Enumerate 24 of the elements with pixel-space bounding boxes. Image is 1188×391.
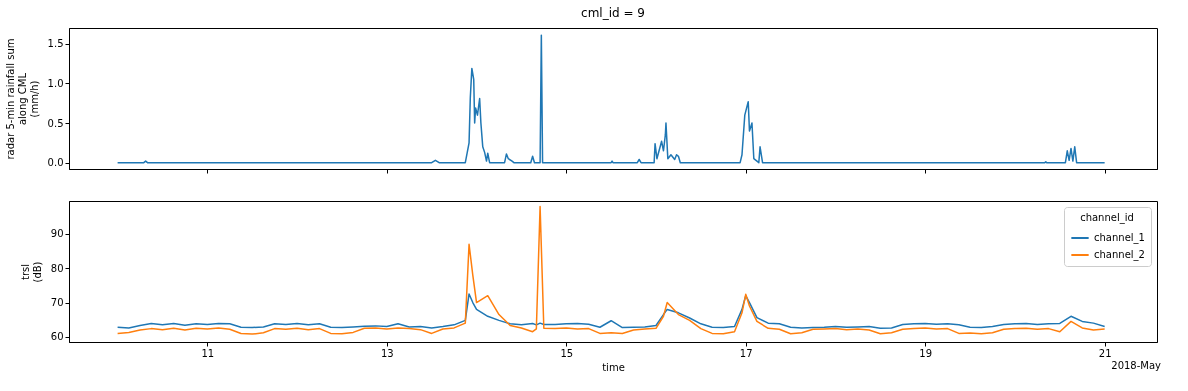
y-tick-label: 90 [50,228,64,240]
y-tick-label: 60 [50,331,64,343]
x-tick-label: 17 [739,347,753,359]
y-tick-label: 0.0 [47,157,64,169]
y-tick-label: 70 [50,297,64,309]
chart-title: cml_id = 9 [581,6,645,20]
text: 2018-May [1111,360,1162,371]
legend-label: channel_1 [1094,232,1145,244]
x-tick-label: 13 [380,347,394,359]
y-tick-label: 1.5 [47,38,64,50]
legend-title: channel_id [1080,212,1134,224]
line-series [116,293,1106,330]
x-tick-label: 11 [201,347,215,359]
x-tick-label: 19 [919,347,933,359]
y-tick-label: 80 [50,262,64,274]
y-axis-title: radar 5-min rainfall sum along CML (mm/h) [4,38,40,160]
y-axis-title: trsl (dB) [19,261,43,283]
y-tick-label: 1.0 [47,77,64,89]
x-tick-label: 21 [1098,347,1112,359]
y-tick-label: 0.5 [47,117,64,129]
legend-label: channel_2 [1094,249,1145,261]
x-tick-label: 15 [560,347,574,359]
line-series [116,34,1106,164]
x-axis-title: time [602,361,625,373]
